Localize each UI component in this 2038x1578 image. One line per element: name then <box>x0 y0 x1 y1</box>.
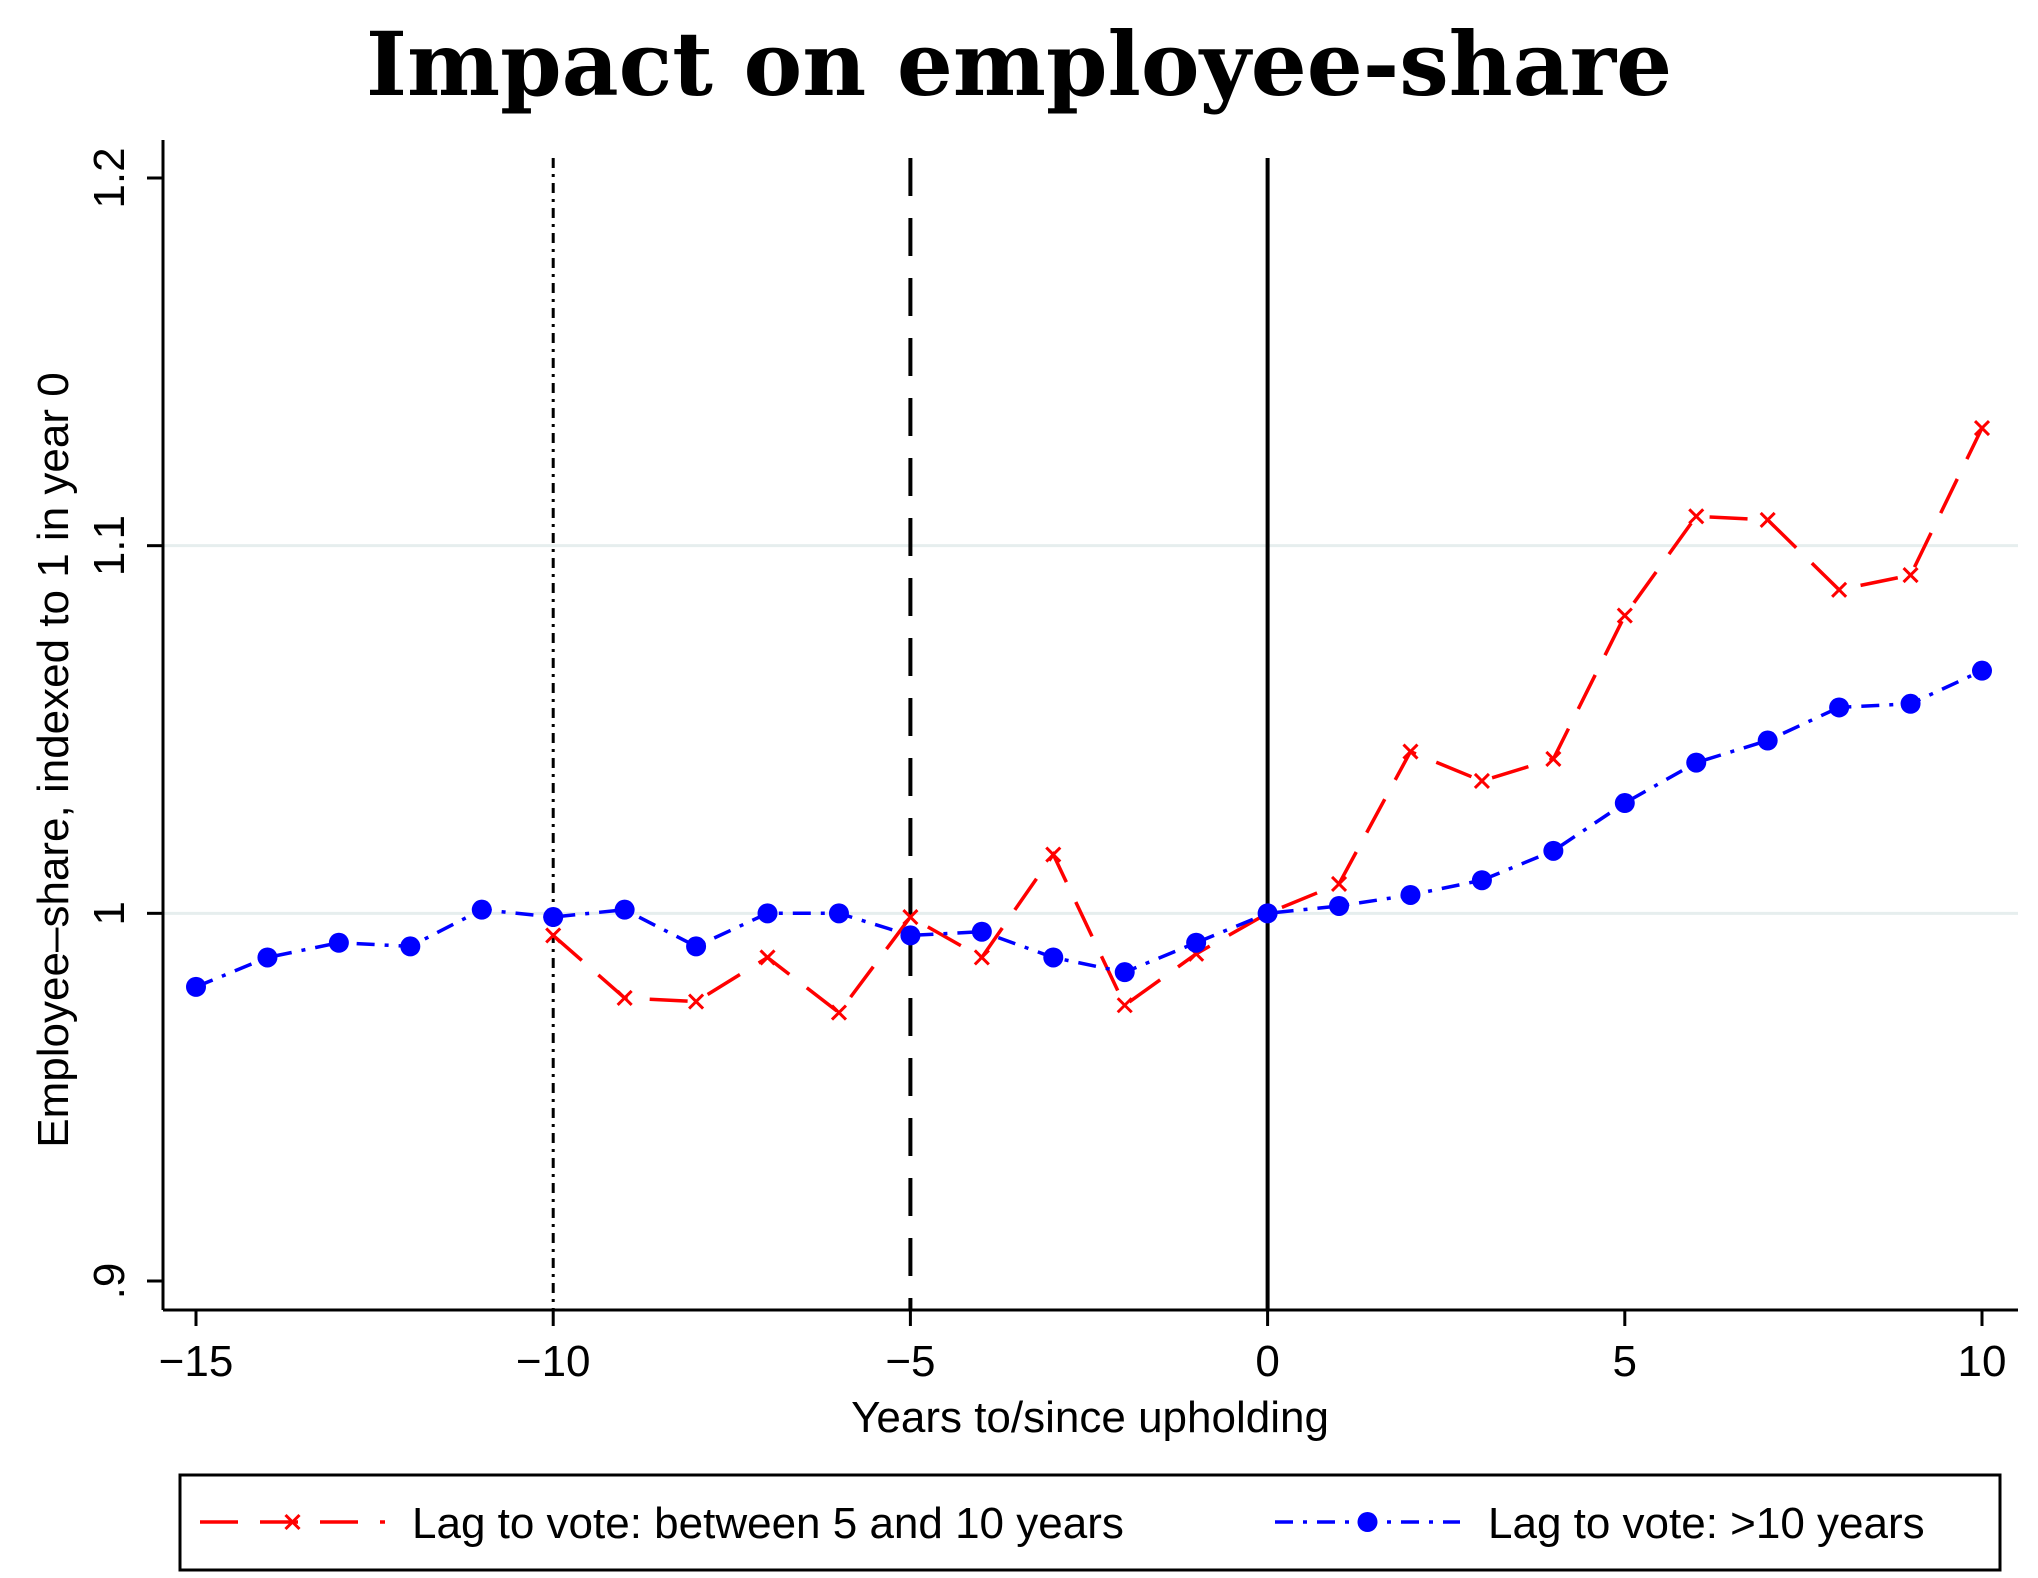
data-point <box>614 899 635 920</box>
data-point <box>757 903 778 924</box>
series-line <box>195 669 1983 989</box>
data-point <box>1045 846 1062 863</box>
y-tick-label: 1.1 <box>85 515 134 576</box>
data-point <box>1473 772 1490 790</box>
data-point <box>828 903 849 924</box>
x-tick-label: 5 <box>1613 1337 1637 1386</box>
y-tick-label: .9 <box>85 1263 134 1300</box>
data-point <box>471 899 492 920</box>
legend-marker <box>284 1513 301 1531</box>
data-point <box>1330 875 1348 892</box>
data-point <box>686 936 707 957</box>
data-point <box>830 1004 848 1021</box>
data-point <box>1543 840 1564 861</box>
x-tick-label: −10 <box>516 1337 591 1386</box>
data-point <box>1973 419 1991 437</box>
data-point <box>900 925 921 946</box>
data-point <box>1257 903 1278 924</box>
axes: .9 1 1.1 1.2 −15 −10 −5 0 5 10 <box>85 140 2018 1386</box>
data-point <box>1329 895 1350 916</box>
x-tick-label: −5 <box>885 1337 935 1386</box>
data-point <box>1116 997 1133 1014</box>
legend: Lag to vote: between 5 and 10 years Lag … <box>178 1473 2002 1572</box>
legend-box <box>178 1473 2002 1572</box>
series-0 <box>545 419 1991 1021</box>
y-tick-label: 1 <box>85 901 134 925</box>
data-point <box>1471 870 1492 891</box>
data-point <box>1545 750 1562 767</box>
data-point <box>1686 752 1707 773</box>
series-line <box>552 427 1984 1016</box>
data-point <box>1186 932 1207 953</box>
legend-marker <box>1357 1512 1378 1532</box>
legend-key-red-series <box>200 1513 385 1531</box>
x-axis-label: Years to/since upholding <box>851 1393 1329 1442</box>
data-point <box>1972 660 1992 681</box>
data-point <box>1688 508 1705 525</box>
y-axis-label: Employee–share, indexed to 1 in year 0 <box>29 372 78 1147</box>
data-point <box>616 989 633 1006</box>
data-point <box>1400 884 1421 905</box>
data-point <box>1043 947 1064 968</box>
data-point <box>973 949 990 966</box>
x-tick-label: −15 <box>159 1337 234 1386</box>
data-point <box>186 976 206 997</box>
legend-label-red-series: Lag to vote: between 5 and 10 years <box>412 1499 1124 1548</box>
data-point <box>328 932 349 953</box>
data-point <box>400 936 421 957</box>
legend-label-blue-series: Lag to vote: >10 years <box>1488 1499 1925 1548</box>
data-point <box>543 907 564 928</box>
data-point <box>1829 697 1850 718</box>
data-point <box>688 993 705 1010</box>
x-tick-label: 10 <box>1958 1337 2007 1386</box>
x-tick-label: 0 <box>1255 1337 1279 1386</box>
data-point <box>1616 607 1633 624</box>
data-point <box>759 949 776 966</box>
data-point <box>1900 693 1921 714</box>
data-point <box>1114 962 1135 983</box>
y-tick-label: 1.2 <box>85 147 134 208</box>
data-point <box>1614 793 1635 814</box>
series-1 <box>186 660 1992 997</box>
series-layer <box>186 419 1992 1021</box>
data-point <box>1757 730 1778 751</box>
data-point <box>257 947 278 968</box>
data-point <box>971 921 992 942</box>
data-point <box>1759 511 1776 528</box>
data-point <box>1402 743 1419 760</box>
data-point <box>1831 581 1848 598</box>
reference-lines <box>551 158 1270 1310</box>
data-point <box>545 927 562 944</box>
legend-key-blue-series <box>1275 1512 1460 1532</box>
grid-lines <box>163 544 2018 915</box>
data-point <box>1902 567 1919 584</box>
data-point <box>902 908 919 926</box>
chart-title: Impact on employee-share <box>366 12 1672 116</box>
